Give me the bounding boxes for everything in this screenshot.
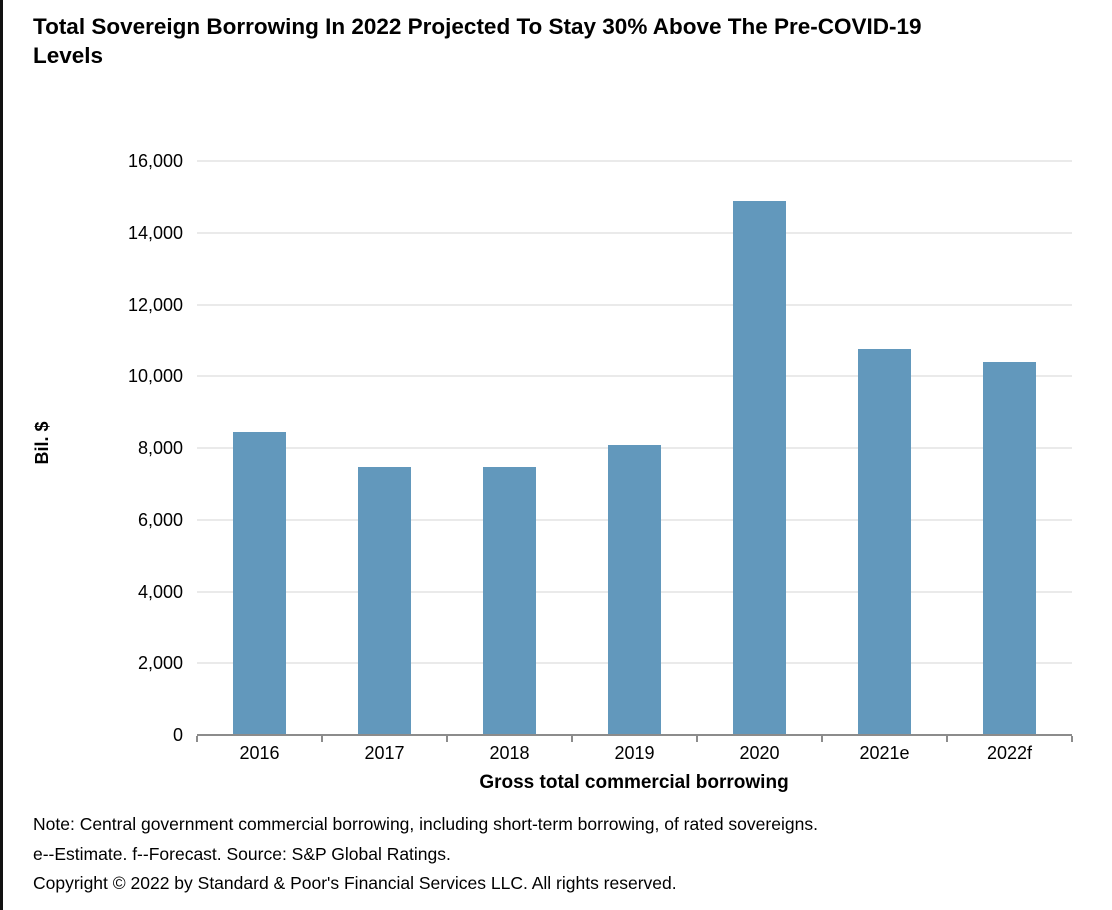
gridline: [197, 231, 1072, 234]
footnotes: Note: Central government commercial borr…: [33, 810, 1083, 899]
x-axis-tick: [321, 736, 323, 742]
y-tick-label: 8,000: [137, 438, 183, 458]
bar-2017: [358, 467, 411, 735]
bar-2020: [733, 200, 786, 735]
bar-2021e: [858, 349, 911, 735]
x-tick-label-2021e: 2021e: [859, 743, 910, 763]
y-axis-title: Bil. $: [32, 421, 52, 465]
y-tick-label: 12,000: [127, 294, 183, 315]
chart-title-line1: Total Sovereign Borrowing In 2022 Projec…: [33, 14, 922, 39]
page-left-border: [0, 0, 3, 910]
gridline: [197, 375, 1072, 378]
chart-title-line2: Levels: [33, 43, 104, 68]
bar-2022f: [983, 361, 1036, 735]
x-axis-tick: [946, 736, 948, 742]
y-tick-label: 14,000: [127, 222, 183, 243]
x-axis-tick: [696, 736, 698, 742]
y-tick-label: 2,000: [137, 653, 183, 674]
footnote-source: e--Estimate. f--Forecast. Source: S&P Gl…: [33, 843, 451, 864]
x-axis-tick: [571, 736, 573, 742]
chart-title: Total Sovereign Borrowing In 2022 Projec…: [33, 12, 1093, 70]
bar-2018: [483, 467, 536, 735]
x-tick-label-2019: 2019: [614, 743, 655, 763]
y-tick-label: 6,000: [137, 509, 183, 530]
y-tick-label: 0: [172, 725, 183, 745]
x-tick-label-2020: 2020: [739, 743, 780, 763]
bar-2019: [608, 445, 661, 735]
x-tick-label-2017: 2017: [364, 743, 405, 763]
x-tick-label-2016: 2016: [239, 743, 280, 763]
x-axis-tick: [821, 736, 823, 742]
x-axis-tick: [1071, 736, 1073, 742]
x-axis-line: [197, 734, 1072, 736]
gridline: [197, 303, 1072, 306]
footnote-note: Note: Central government commercial borr…: [33, 814, 818, 834]
x-axis-tick: [196, 736, 198, 742]
x-axis-title: Gross total commercial borrowing: [479, 772, 789, 793]
y-tick-label: 4,000: [137, 581, 183, 602]
bar-2016: [233, 432, 286, 735]
footnote-copyright: Copyright © 2022 by Standard & Poor's Fi…: [33, 873, 677, 894]
x-tick-label-2018: 2018: [489, 743, 530, 763]
y-tick-label: 10,000: [127, 366, 183, 387]
gridline: [197, 160, 1072, 162]
y-tick-label: 16,000: [127, 151, 183, 171]
x-axis-tick: [446, 736, 448, 742]
x-tick-label-2022f: 2022f: [986, 743, 1033, 763]
